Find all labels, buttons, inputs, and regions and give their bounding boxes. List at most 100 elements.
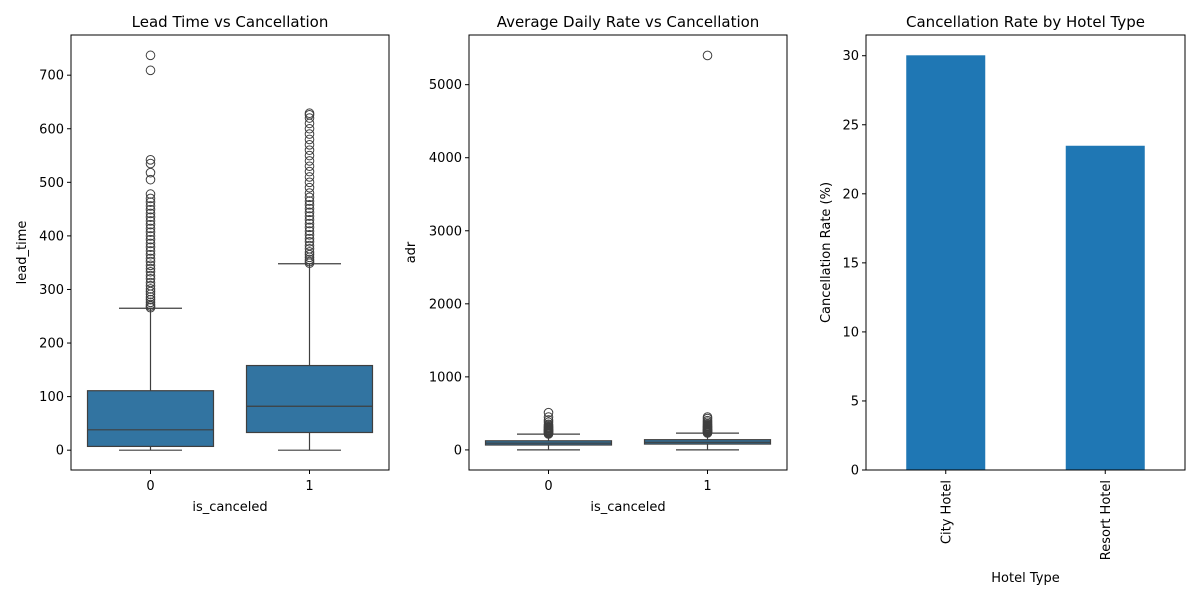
outlier-point [145,65,156,76]
outlier-point [543,412,554,422]
lead-time-boxplot: 0 100 200 300 400 500 600 700 0 1 Lead Time vs Can… [15,13,390,515]
outlier-point [145,208,156,219]
x-axis-label: is_canceled [192,500,267,515]
outlier-point [304,203,315,214]
outlier-point [145,299,156,310]
outlier-point [304,240,315,251]
outlier-point [145,246,156,256]
outlier-point [304,226,315,236]
y-tick-label: 30 [842,49,859,64]
outlier-point [145,270,156,281]
x-tick-label: 1 [703,479,711,494]
outlier-point [304,249,315,260]
outlier-point [304,247,315,257]
outlier-point [304,145,315,155]
y-tick-label: 300 [39,283,64,298]
y-axis-label: lead_time [15,221,30,285]
y-tick-label: 5 [851,394,859,409]
y-tick-label: 2000 [429,297,462,312]
bar [906,55,986,471]
outlier-point [304,113,315,123]
y-tick-label: 3000 [429,224,462,239]
outlier-point [543,417,554,427]
outlier-point [304,230,315,240]
outlier-point [145,249,156,260]
outlier-point [145,227,156,237]
y-tick-label: 600 [39,122,64,137]
outlier-point [304,177,315,188]
outlier-point [304,108,315,119]
outlier-point [304,215,315,225]
y-tick-label: 1000 [429,370,462,385]
chart-title: Lead Time vs Cancellation [132,13,329,31]
outlier-point [145,273,156,284]
outlier-point [702,50,713,61]
outlier-point [145,189,156,199]
x-tick-label: 0 [146,479,154,494]
x-tick-label: Resort Hotel [1099,480,1114,560]
outlier-point [145,167,156,178]
outlier-point [145,234,156,245]
outlier-point [702,412,713,422]
outlier-point [304,123,315,134]
y-tick-label: 15 [842,256,859,271]
outlier-point [304,256,315,267]
plot-frame [865,34,1186,471]
outlier-point [145,266,156,277]
y-tick-label: 200 [39,337,64,352]
outlier-point [304,207,315,218]
outlier-point [145,155,156,165]
x-tick-label: City Hotel [939,480,954,544]
outlier-point [145,216,156,226]
outlier-point [145,174,156,185]
adr-boxplot: 0 1000 2000 3000 4000 5000 0 1 Average Daily Rat… [404,13,788,515]
box-iqr [86,390,215,448]
outlier-point [304,134,315,145]
outlier-point [304,211,315,221]
outlier-point [145,193,156,204]
outlier-point [145,238,156,249]
outlier-point [304,188,315,198]
outlier-point [304,236,315,247]
outlier-point [304,182,315,193]
outlier-point [145,242,156,252]
x-axis-label: Hotel Type [991,571,1059,586]
y-tick-label: 25 [842,118,859,133]
outlier-point [304,156,315,166]
outlier-point [304,140,315,150]
x-tick-label: 0 [544,479,552,494]
outlier-point [145,204,156,215]
outlier-point [304,196,315,206]
y-tick-label: 700 [39,69,64,84]
outlier-point [304,243,315,254]
y-axis-label: adr [404,241,419,263]
outlier-point [304,166,315,177]
outlier-point [304,233,315,244]
outlier-point [145,158,156,169]
outlier-point [145,253,156,264]
plot-frame [468,34,788,471]
outlier-point [543,407,554,418]
outlier-point [145,286,156,297]
outlier-point [145,201,156,211]
y-tick-label: 500 [39,176,64,191]
chart-title: Cancellation Rate by Hotel Type [906,13,1145,31]
y-tick-label: 4000 [429,151,462,166]
outlier-point [304,218,315,229]
y-axis-label: Cancellation Rate (%) [819,182,834,323]
cancellation-rate-bar-chart: 0 5 10 15 20 25 30 City Hotel Resort Hotel Cancel… [819,13,1186,586]
x-tick-label: 1 [305,479,313,494]
outlier-point [304,200,315,210]
outlier-point [304,129,315,139]
outlier-point [702,415,713,426]
outlier-point [145,212,156,222]
outlier-point [145,223,156,234]
y-tick-label: 10 [842,325,859,340]
plot-frame [70,34,390,471]
outlier-point [145,277,156,288]
y-tick-label: 0 [454,443,462,458]
outlier-point [304,222,315,233]
outlier-point [145,294,156,305]
outlier-point [145,219,156,230]
